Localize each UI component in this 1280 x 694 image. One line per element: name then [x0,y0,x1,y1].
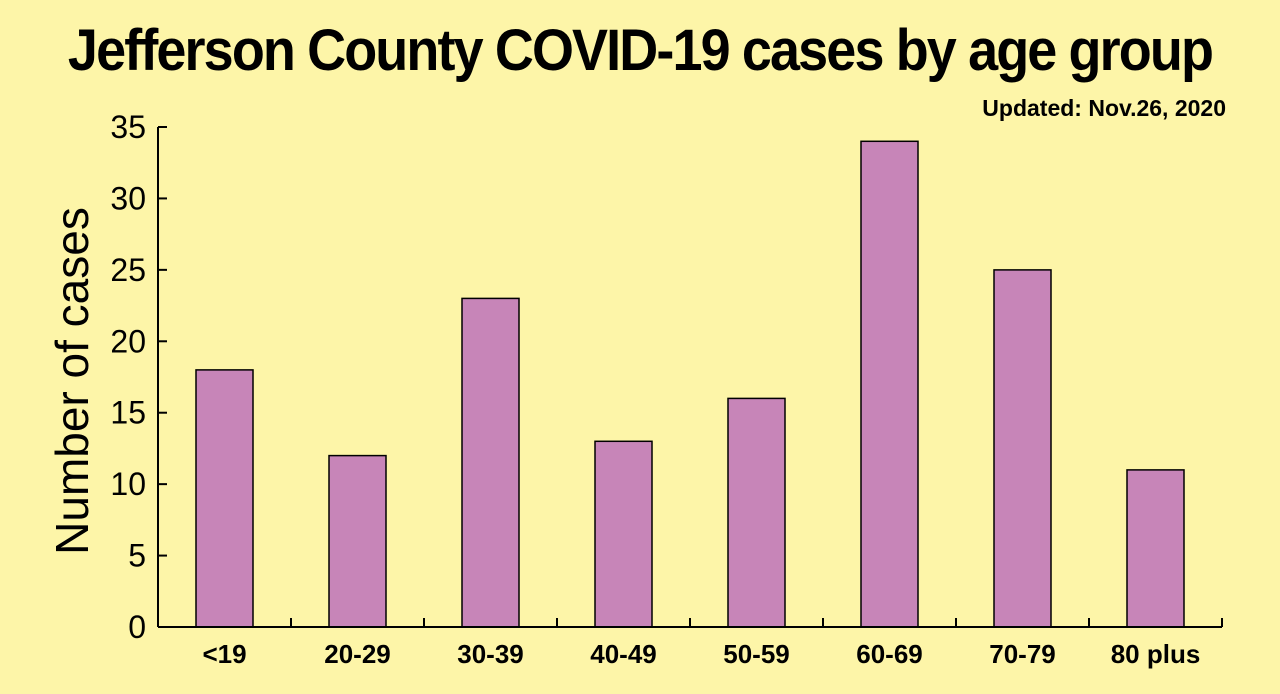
y-tick-label-25: 25 [110,252,146,288]
bars-layer [195,140,1185,628]
y-tick-label-15: 15 [110,395,146,431]
bar-2 [461,297,520,628]
x-tick-label-6: 70-79 [989,639,1056,669]
x-tick-label-7: 80 plus [1111,639,1201,669]
bar-0 [195,369,254,628]
axes-layer [157,126,1223,628]
bar-4 [727,397,786,628]
chart-title: Jefferson County COVID-19 cases by age g… [67,18,1214,83]
x-tick-label-1: 20-29 [324,639,391,669]
x-tick-label-3: 40-49 [590,639,657,669]
y-tick-label-30: 30 [110,180,146,216]
y-tick-label-20: 20 [110,323,146,359]
y-tick-label-0: 0 [128,609,146,645]
y-tick-label-35: 35 [110,109,146,145]
bar-7 [1126,469,1185,628]
x-tick-label-4: 50-59 [723,639,790,669]
bar-3 [594,440,653,628]
y-tick-label-5: 5 [128,538,146,574]
x-tick-label-5: 60-69 [856,639,923,669]
labels-layer: 0 5 10 15 20 25 30 35 <19 20-29 30-39 40-49 50-59 60-… [110,109,1200,669]
x-tick-label-2: 30-39 [457,639,524,669]
chart-subtitle: Updated: Nov.26, 2020 [982,95,1226,121]
y-tick-label-10: 10 [110,466,146,502]
bar-6 [993,269,1052,628]
x-tick-label-0: <19 [202,639,246,669]
bar-1 [328,454,387,628]
bar-5 [860,140,919,628]
y-axis-title: Number of cases [46,207,98,555]
